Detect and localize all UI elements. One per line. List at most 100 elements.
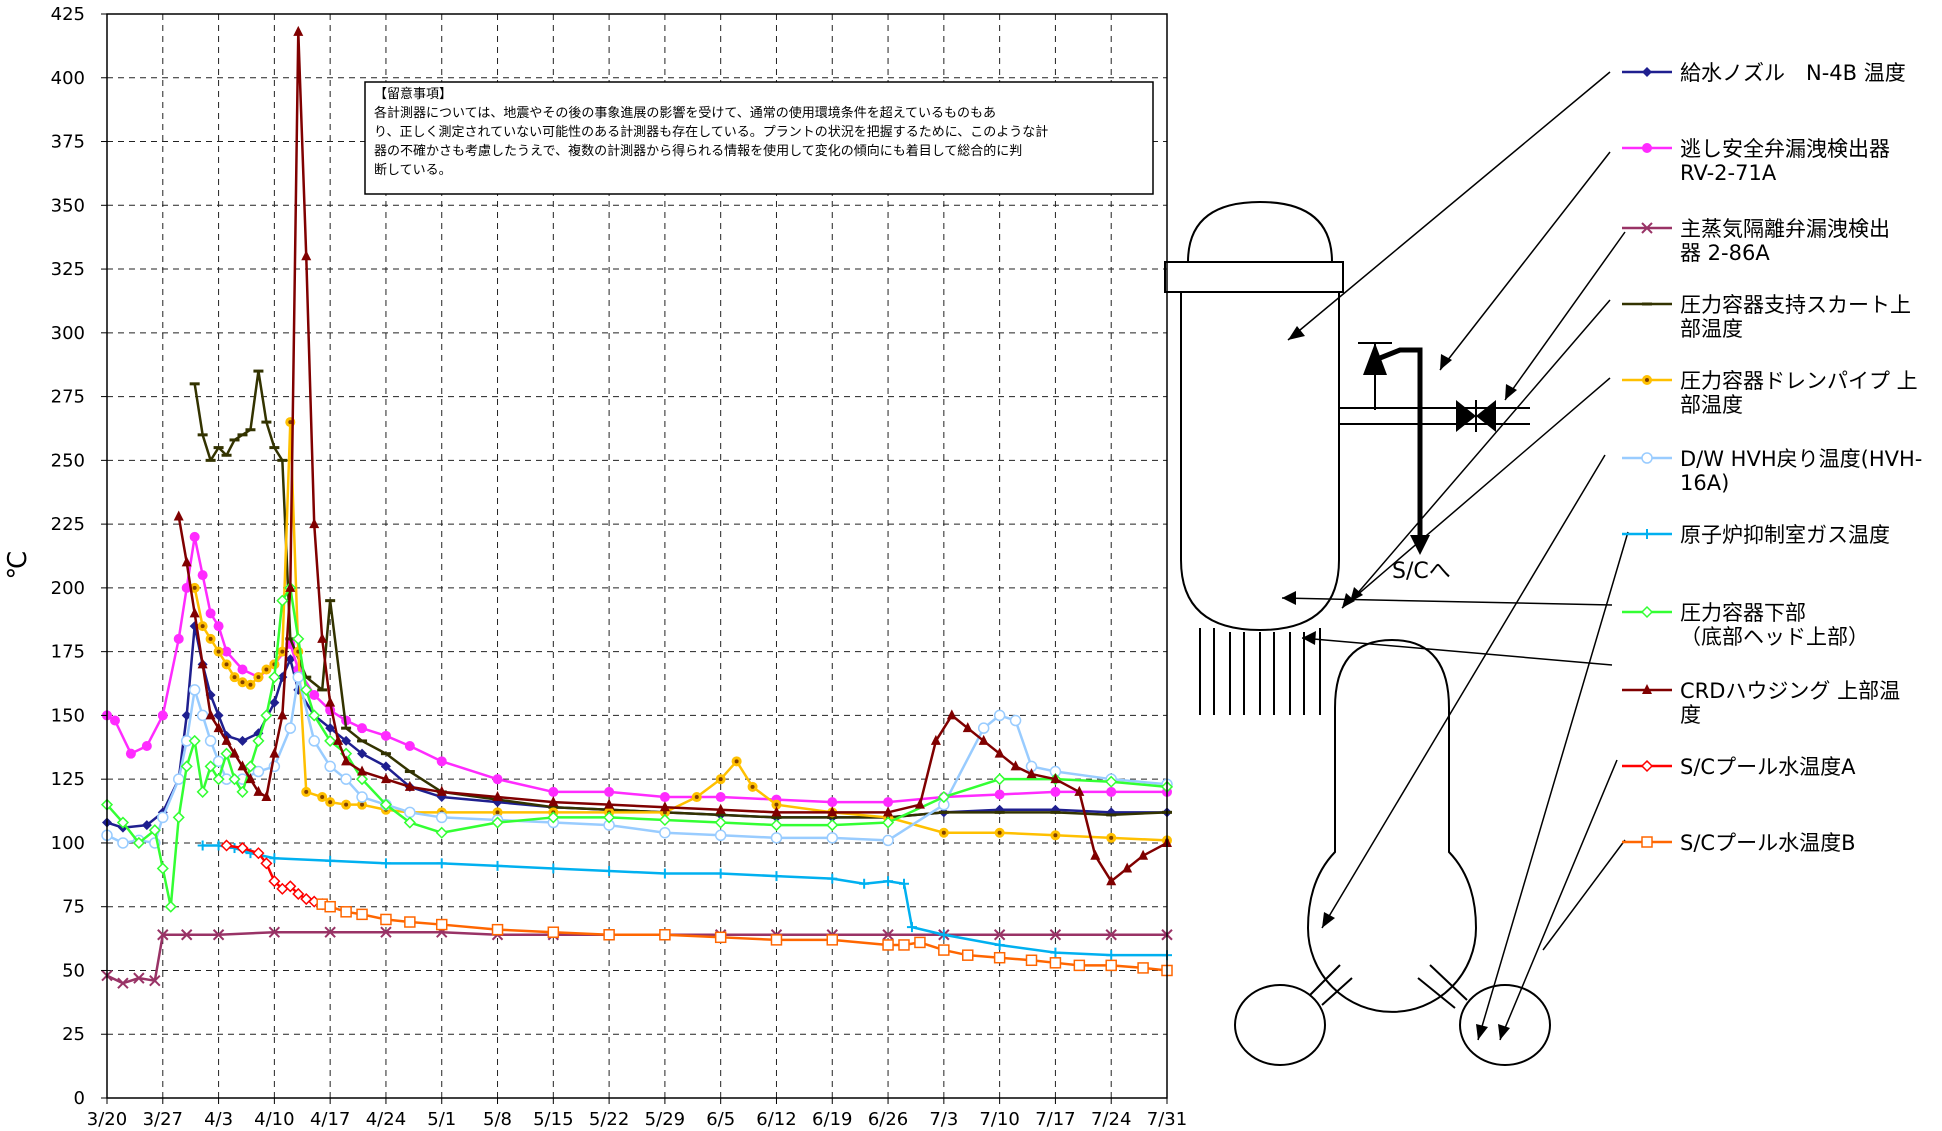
data-point — [276, 594, 289, 607]
data-point — [269, 853, 280, 864]
legend-item: S/Cプール水温度B — [1622, 831, 1855, 855]
y-tick-label: 375 — [51, 132, 85, 153]
data-point — [221, 453, 232, 457]
data-point — [380, 913, 392, 926]
data-point — [883, 876, 894, 887]
steam-lines — [1339, 407, 1530, 425]
data-point — [994, 939, 1005, 950]
note-heading: 【留意事項】 — [374, 86, 452, 102]
data-point — [261, 791, 272, 802]
series-2 — [102, 531, 1172, 808]
data-point — [993, 709, 1006, 722]
data-point — [173, 633, 184, 644]
data-point — [604, 798, 615, 809]
data-point — [604, 786, 615, 797]
data-point — [141, 741, 152, 752]
data-point — [300, 683, 313, 696]
data-point — [204, 760, 217, 773]
data-point — [1137, 962, 1149, 974]
data-point — [357, 723, 368, 734]
legend-item: 圧力容器下部（底部ヘッド上部） — [1622, 601, 1869, 649]
x-tick-label: 6/19 — [812, 1109, 852, 1130]
data-point — [827, 797, 838, 808]
data-point — [253, 369, 264, 373]
data-point — [883, 806, 894, 817]
data-point — [292, 671, 305, 683]
legend-label: 逃し安全弁漏洩検出器 — [1680, 137, 1890, 161]
data-point — [164, 900, 177, 913]
data-point — [317, 688, 328, 692]
data-point — [357, 748, 368, 759]
legend-swatch-marker — [1642, 684, 1652, 694]
data-point — [213, 446, 224, 450]
data-point — [357, 739, 368, 743]
data-point — [404, 770, 415, 774]
data-point — [946, 709, 957, 720]
plot-axes: 0 25 50 75 100 125 150 175 200 225 250 275 300 325 350… — [51, 4, 1188, 1130]
data-point — [1050, 947, 1061, 958]
data-point — [714, 931, 727, 944]
data-point — [1106, 875, 1117, 886]
data-point — [491, 816, 504, 829]
data-point — [404, 916, 416, 928]
data-point — [221, 646, 232, 657]
data-point — [197, 621, 208, 632]
data-point — [1074, 785, 1085, 796]
x-tick-label: 4/3 — [204, 1109, 233, 1130]
note-line-4: 断している。 — [374, 163, 452, 178]
data-point — [380, 858, 391, 869]
x-tick-label: 6/12 — [756, 1109, 796, 1130]
srv-valve-symbols — [1358, 342, 1496, 555]
data-point — [268, 875, 281, 888]
data-point — [237, 677, 248, 688]
data-point — [268, 671, 281, 684]
legend-swatch-marker — [1640, 759, 1654, 773]
data-point — [715, 813, 726, 817]
data-point — [109, 715, 120, 726]
data-point — [993, 951, 1006, 964]
data-point — [548, 786, 559, 797]
data-point — [244, 760, 257, 773]
legend-swatch-marker — [1642, 302, 1652, 306]
series-line — [106, 675, 1168, 845]
plot-series — [100, 25, 1174, 989]
data-point — [325, 855, 336, 866]
data-point — [269, 446, 280, 450]
data-point — [197, 570, 208, 581]
note-box: 【留意事項】 各計測器については、地震やその後の事象進展の影響を受けて、通常の使… — [364, 81, 1154, 195]
torus-left — [1234, 984, 1326, 1066]
data-point — [1049, 957, 1062, 969]
data-point — [253, 672, 264, 683]
data-point — [1105, 775, 1118, 788]
y-tick-label: 325 — [51, 259, 85, 280]
legend-swatch-marker — [1641, 222, 1653, 234]
data-point — [658, 813, 671, 827]
data-point — [1025, 954, 1038, 967]
x-tick-label: 6/26 — [868, 1109, 908, 1130]
data-point — [341, 799, 352, 810]
data-point — [714, 829, 727, 842]
leader-arrowheads — [1282, 326, 1517, 1040]
data-point — [253, 785, 264, 796]
data-point — [188, 734, 201, 747]
y-tick-label: 200 — [51, 578, 85, 599]
vessel-body — [1180, 292, 1340, 632]
data-point — [883, 797, 894, 808]
data-point — [1105, 929, 1117, 941]
data-point — [379, 798, 393, 811]
data-point — [205, 458, 216, 462]
data-point — [229, 747, 240, 758]
legend-swatch-marker — [1641, 836, 1653, 848]
data-point — [404, 806, 416, 819]
legend-label: 圧力容器下部 — [1680, 601, 1806, 625]
y-tick-label: 175 — [51, 642, 85, 663]
data-point — [1050, 786, 1061, 797]
data-point — [117, 977, 129, 989]
data-point — [603, 811, 616, 824]
data-point — [547, 926, 560, 938]
y-tick-label: 400 — [51, 68, 85, 89]
data-point — [747, 781, 758, 792]
